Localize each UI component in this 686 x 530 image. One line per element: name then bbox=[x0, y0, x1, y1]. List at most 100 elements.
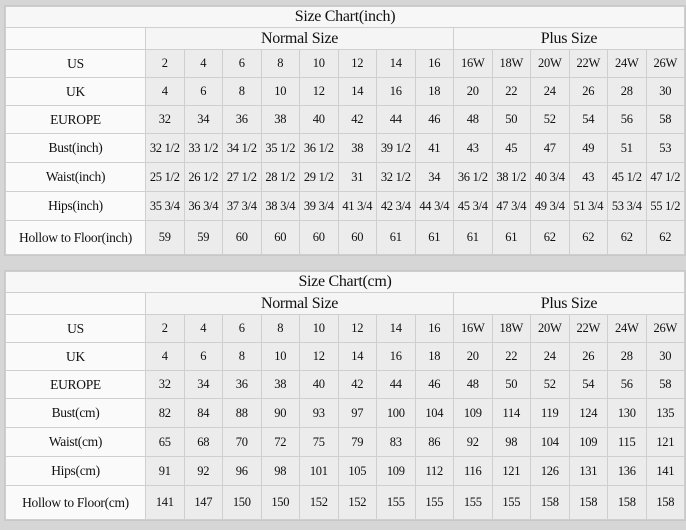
size-chart-cm: Size Chart(cm) Normal Size Plus Size US 2 4… bbox=[4, 270, 686, 521]
row-label: EUROPE bbox=[5, 370, 146, 399]
size-cell: 158 bbox=[645, 485, 685, 520]
size-cell: 28 1/2 bbox=[260, 162, 300, 192]
size-cell: 6 bbox=[222, 49, 262, 78]
row-hips: Hips(cm) 91 92 96 98 101 105 109 112 116 121 126 131… bbox=[5, 456, 685, 486]
row-label: Waist(inch) bbox=[5, 162, 146, 192]
plus-size-header: Plus Size bbox=[453, 292, 685, 315]
row-waist: Waist(cm) 65 68 70 72 75 79 83 86 92 98 104 109 115 12… bbox=[5, 427, 685, 457]
size-cell: 155 bbox=[414, 485, 454, 520]
size-cell: 6 bbox=[183, 77, 223, 106]
size-chart-inch: Size Chart(inch) Normal Size Plus Size US… bbox=[4, 5, 686, 256]
size-cell: 116 bbox=[453, 456, 493, 486]
size-cell: 96 bbox=[222, 456, 262, 486]
size-cell: 36 1/2 bbox=[453, 162, 493, 192]
size-cell: 41 bbox=[414, 133, 454, 163]
size-cell: 60 bbox=[337, 220, 377, 255]
size-cell: 18W bbox=[491, 314, 531, 343]
row-waist: Waist(inch) 25 1/2 26 1/2 27 1/2 28 1/2 29 1/… bbox=[5, 162, 685, 192]
size-cell: 12 bbox=[337, 49, 377, 78]
size-cell: 34 1/2 bbox=[222, 133, 262, 163]
size-cell: 44 bbox=[376, 105, 416, 134]
size-cell: 10 bbox=[299, 314, 339, 343]
size-cell: 30 bbox=[645, 342, 685, 371]
size-cell: 24W bbox=[607, 314, 647, 343]
size-cell: 32 1/2 bbox=[145, 133, 185, 163]
size-cell: 82 bbox=[145, 398, 185, 428]
size-cell: 22W bbox=[568, 49, 608, 78]
size-cell: 50 bbox=[491, 370, 531, 399]
size-cell: 119 bbox=[530, 398, 570, 428]
size-cell: 36 bbox=[222, 105, 262, 134]
size-cell: 26 bbox=[568, 342, 608, 371]
size-cell: 22W bbox=[568, 314, 608, 343]
size-cell: 93 bbox=[299, 398, 339, 428]
size-cell: 12 bbox=[299, 77, 339, 106]
size-cell: 158 bbox=[607, 485, 647, 520]
size-cell: 49 3/4 bbox=[530, 191, 570, 221]
size-cell: 70 bbox=[222, 427, 262, 457]
size-cell: 147 bbox=[183, 485, 223, 520]
size-cell: 150 bbox=[260, 485, 300, 520]
size-cell: 27 1/2 bbox=[222, 162, 262, 192]
size-cell: 4 bbox=[183, 49, 223, 78]
size-cell: 61 bbox=[453, 220, 493, 255]
size-cell: 126 bbox=[530, 456, 570, 486]
size-cell: 136 bbox=[607, 456, 647, 486]
plus-size-header: Plus Size bbox=[453, 27, 685, 50]
row-europe: EUROPE 32 34 36 38 40 42 44 46 48 50 52 54 56 58 bbox=[5, 370, 685, 399]
row-hollow-to-floor: Hollow to Floor(inch) 59 59 60 60 60 60 61 61 61 6… bbox=[5, 220, 685, 255]
size-cell: 98 bbox=[491, 427, 531, 457]
size-cell: 150 bbox=[222, 485, 262, 520]
size-cell: 60 bbox=[299, 220, 339, 255]
size-cell: 16W bbox=[453, 314, 493, 343]
size-cell: 45 bbox=[491, 133, 531, 163]
size-cell: 4 bbox=[145, 342, 185, 371]
size-cell: 48 bbox=[453, 370, 493, 399]
size-cell: 84 bbox=[183, 398, 223, 428]
size-cell: 14 bbox=[376, 49, 416, 78]
size-cell: 12 bbox=[299, 342, 339, 371]
row-label: UK bbox=[5, 77, 146, 106]
size-cell: 36 1/2 bbox=[299, 133, 339, 163]
size-cell: 124 bbox=[568, 398, 608, 428]
size-cell: 53 3/4 bbox=[607, 191, 647, 221]
size-cell: 121 bbox=[491, 456, 531, 486]
row-europe: EUROPE 32 34 36 38 40 42 44 46 48 50 52 54 56 58 bbox=[5, 105, 685, 134]
size-cell: 51 3/4 bbox=[568, 191, 608, 221]
size-cell: 10 bbox=[260, 342, 300, 371]
size-cell: 131 bbox=[568, 456, 608, 486]
size-cell: 54 bbox=[568, 370, 608, 399]
size-cell: 45 3/4 bbox=[453, 191, 493, 221]
size-cell: 16 bbox=[376, 342, 416, 371]
size-cell: 51 bbox=[607, 133, 647, 163]
size-cell: 53 bbox=[645, 133, 685, 163]
header-blank bbox=[5, 27, 146, 50]
size-cell: 86 bbox=[414, 427, 454, 457]
size-cell: 155 bbox=[491, 485, 531, 520]
size-cell: 121 bbox=[645, 427, 685, 457]
size-cell: 26W bbox=[645, 49, 685, 78]
size-cell: 26 bbox=[568, 77, 608, 106]
size-cell: 44 bbox=[376, 370, 416, 399]
size-cell: 52 bbox=[530, 370, 570, 399]
size-cell: 68 bbox=[183, 427, 223, 457]
size-cell: 4 bbox=[183, 314, 223, 343]
row-label: Hollow to Floor(inch) bbox=[5, 220, 146, 255]
size-cell: 31 bbox=[337, 162, 377, 192]
size-cell: 38 1/2 bbox=[491, 162, 531, 192]
size-cell: 20W bbox=[530, 49, 570, 78]
size-cell: 55 1/2 bbox=[645, 191, 685, 221]
size-cell: 62 bbox=[530, 220, 570, 255]
size-cell: 18 bbox=[414, 342, 454, 371]
size-cell: 47 bbox=[530, 133, 570, 163]
size-cell: 98 bbox=[260, 456, 300, 486]
size-cell: 50 bbox=[491, 105, 531, 134]
size-cell: 38 bbox=[260, 370, 300, 399]
size-cell: 59 bbox=[183, 220, 223, 255]
size-cell: 2 bbox=[145, 314, 185, 343]
size-cell: 43 bbox=[453, 133, 493, 163]
size-cell: 58 bbox=[645, 105, 685, 134]
row-label: US bbox=[5, 49, 146, 78]
size-cell: 35 3/4 bbox=[145, 191, 185, 221]
size-cell: 104 bbox=[414, 398, 454, 428]
